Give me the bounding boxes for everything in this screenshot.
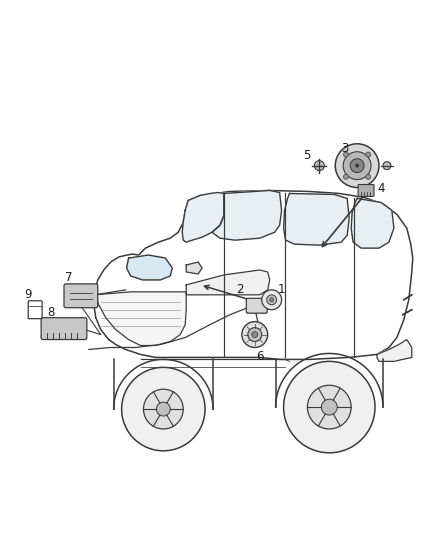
Text: 4: 4: [377, 182, 385, 195]
Polygon shape: [95, 292, 186, 345]
Circle shape: [314, 160, 324, 171]
Polygon shape: [283, 193, 349, 245]
Polygon shape: [377, 340, 412, 361]
Text: 5: 5: [303, 149, 310, 162]
Text: 7: 7: [65, 271, 73, 285]
Polygon shape: [94, 190, 413, 359]
Circle shape: [343, 152, 349, 157]
Circle shape: [343, 152, 371, 180]
Circle shape: [267, 295, 277, 305]
Circle shape: [283, 361, 375, 453]
Polygon shape: [212, 190, 282, 240]
Text: 1: 1: [278, 284, 285, 296]
Circle shape: [355, 164, 359, 168]
Circle shape: [383, 161, 391, 169]
Circle shape: [307, 385, 351, 429]
Circle shape: [252, 332, 258, 337]
Text: 9: 9: [25, 288, 32, 301]
Circle shape: [343, 174, 349, 179]
Circle shape: [242, 321, 268, 348]
Polygon shape: [351, 198, 394, 248]
Text: 8: 8: [47, 306, 55, 319]
Circle shape: [335, 144, 379, 188]
Circle shape: [156, 402, 170, 416]
Circle shape: [262, 290, 282, 310]
Polygon shape: [186, 262, 202, 274]
FancyBboxPatch shape: [41, 318, 87, 340]
Circle shape: [122, 367, 205, 451]
FancyBboxPatch shape: [64, 284, 98, 308]
Circle shape: [270, 298, 274, 302]
Text: 3: 3: [342, 142, 349, 155]
Circle shape: [366, 174, 371, 179]
Text: 2: 2: [236, 284, 244, 296]
Circle shape: [350, 159, 364, 173]
Polygon shape: [186, 270, 270, 295]
FancyBboxPatch shape: [246, 298, 267, 313]
Circle shape: [144, 389, 183, 429]
Circle shape: [248, 328, 262, 342]
Circle shape: [321, 399, 337, 415]
Text: 6: 6: [256, 350, 264, 363]
FancyBboxPatch shape: [358, 184, 374, 197]
Polygon shape: [182, 192, 224, 242]
Circle shape: [366, 152, 371, 157]
Polygon shape: [127, 255, 172, 280]
